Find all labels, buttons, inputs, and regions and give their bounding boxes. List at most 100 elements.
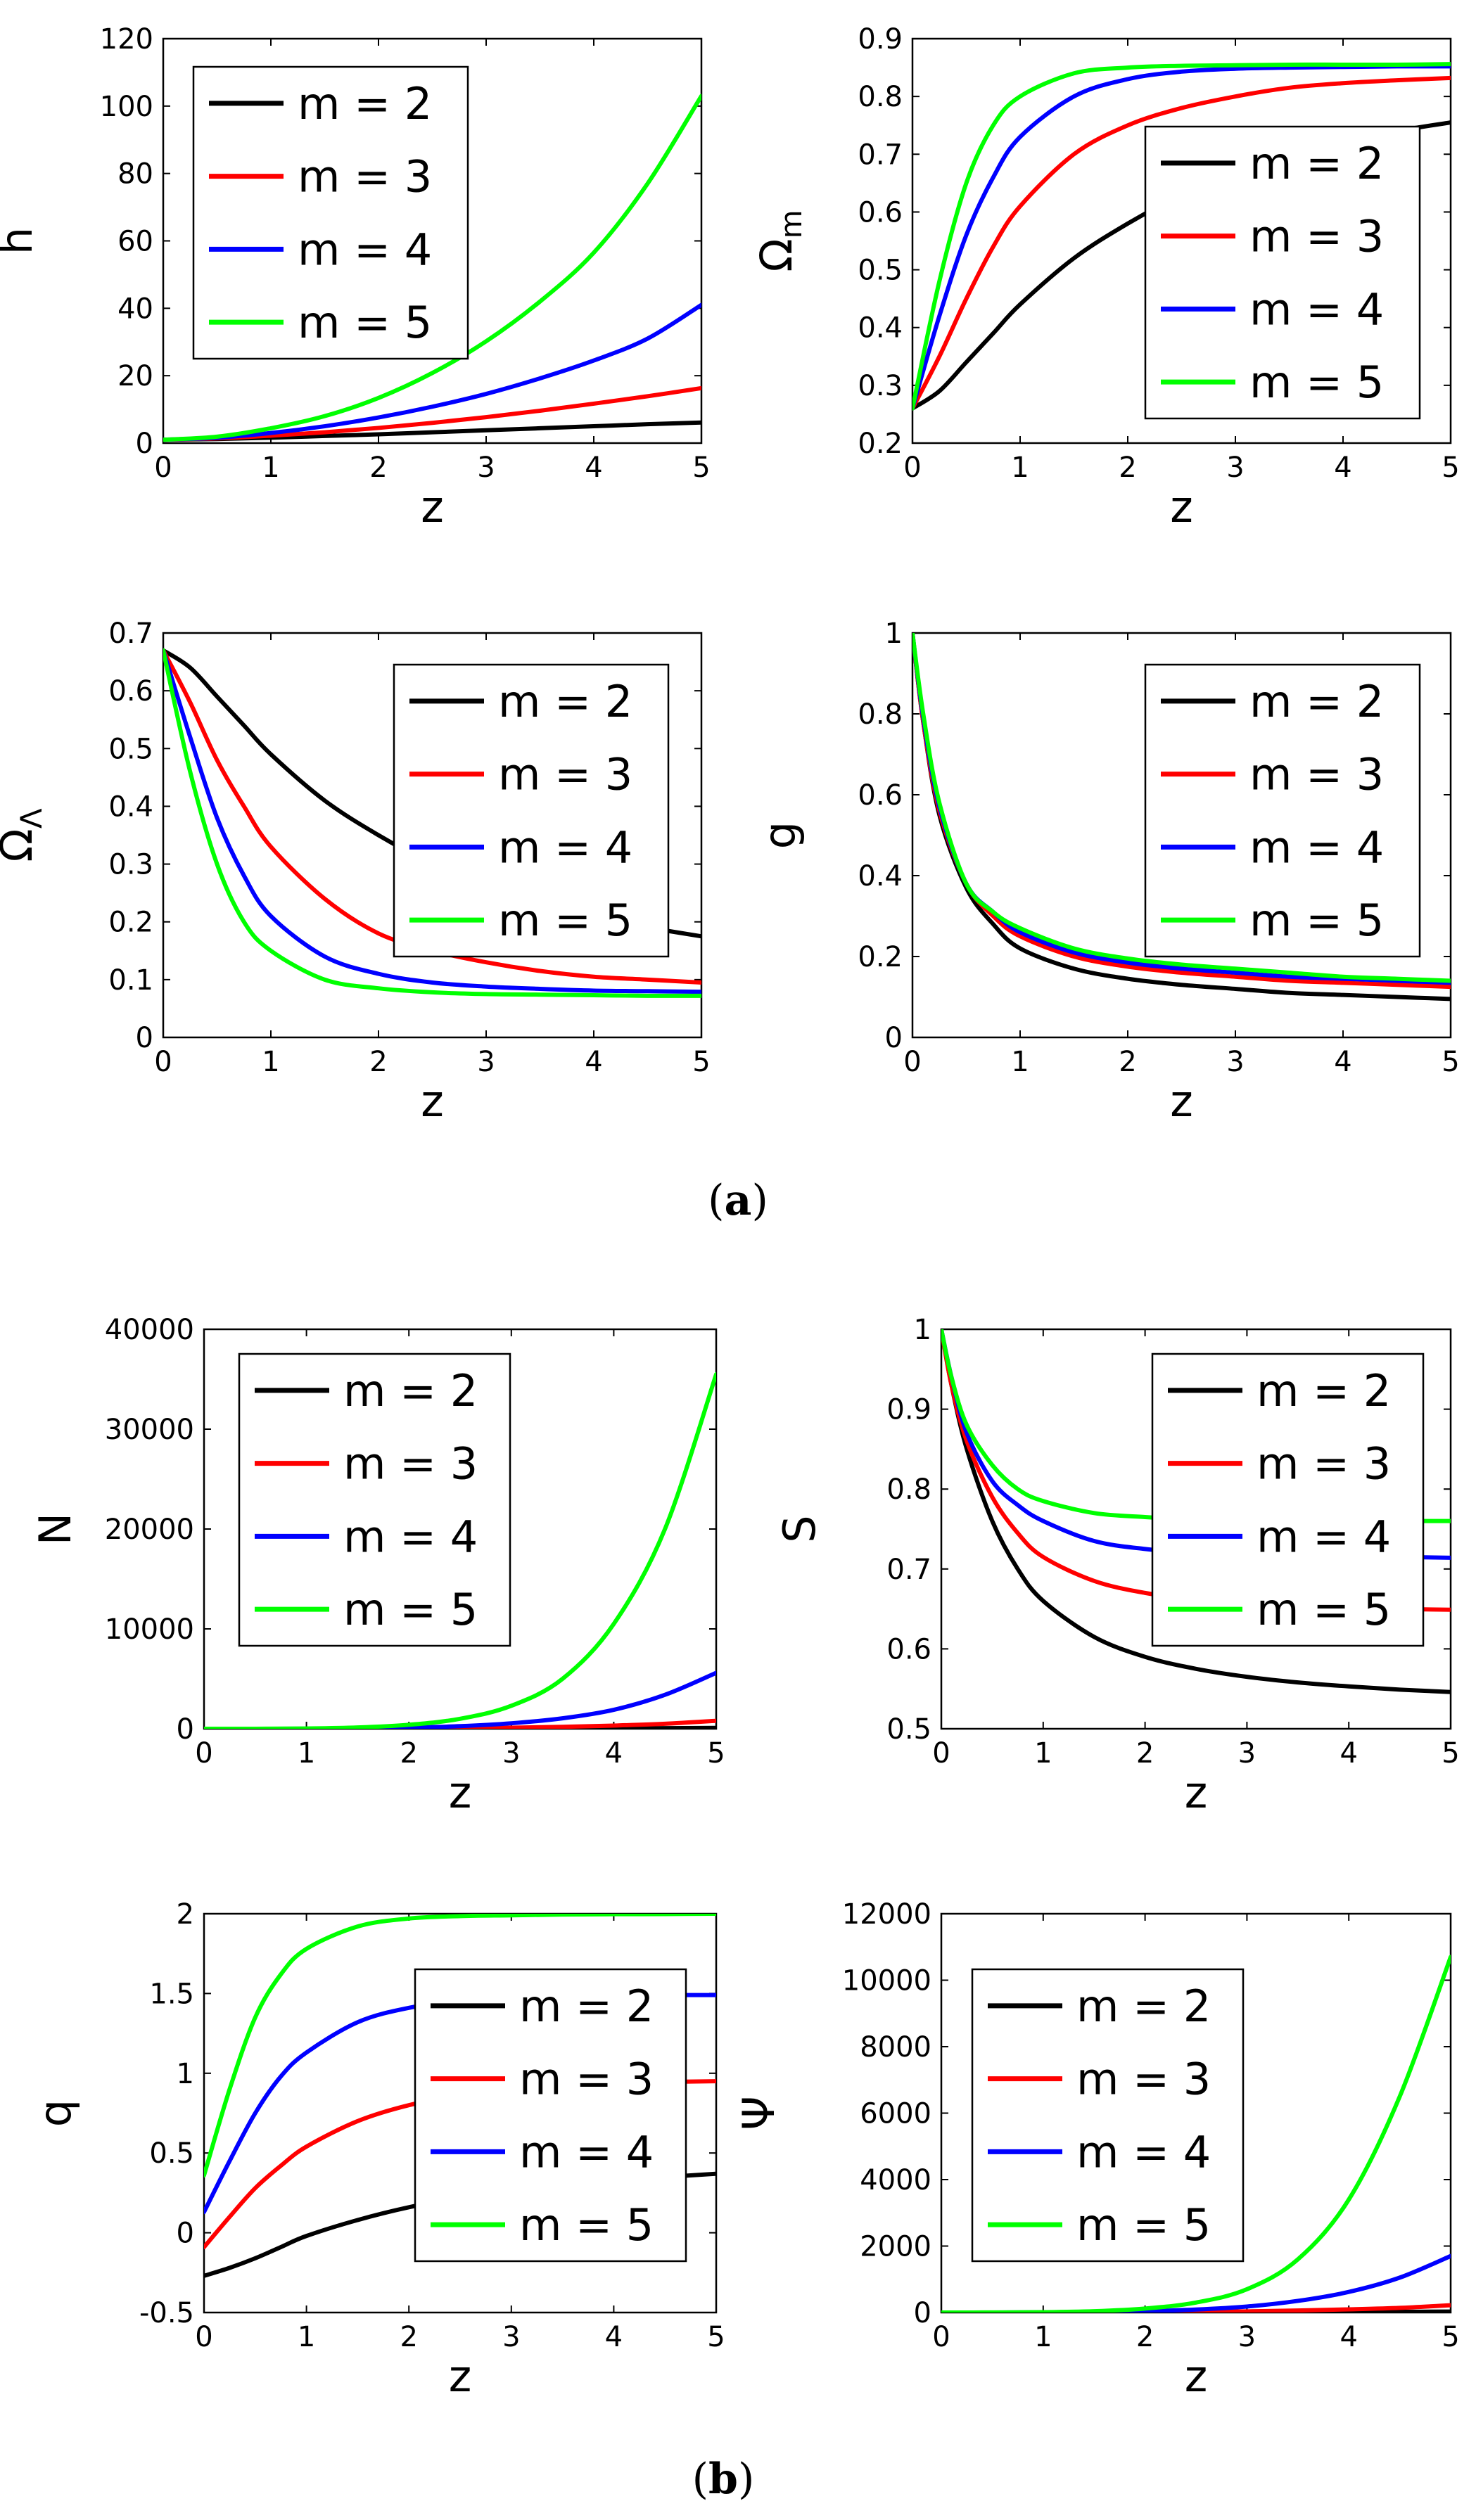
x-tick-label: 5 [1442,2321,1459,2353]
y-axis-label: S [774,1515,825,1542]
legend-label-m5: m = 5 [1256,1584,1391,1635]
y-tick-label: 0.2 [858,941,903,973]
x-tick-label: 3 [1226,452,1244,484]
y-tick-label: 10000 [105,1613,194,1646]
x-tick-label: 5 [707,2321,725,2353]
y-tick-label: 120 [100,23,153,56]
x-tick-label: 4 [1334,1046,1351,1078]
x-tick-label: 0 [195,1737,212,1770]
series-group [204,1371,716,1729]
legend-label-m3: m = 3 [1256,1438,1391,1490]
legend-label-m5: m = 5 [1249,357,1384,408]
chart-psi: 0 1 2 3 4 5 0 2000 4000 6000 8000 10000 12000 z Ψm = 2… [733,1898,1460,2402]
x-tick-label: 3 [1238,1737,1256,1770]
x-tick-label: 4 [585,452,602,484]
y-axis-label: N [30,1513,81,1545]
y-tick-label: 1 [885,618,903,650]
panel-a-caption: (a) [708,1176,768,1225]
legend-label-m2: m = 2 [1256,1365,1391,1416]
x-tick-label: 1 [262,452,279,484]
x-tick-label: 1 [298,1737,315,1770]
panel-b-caption: (b) [692,2455,755,2504]
chart-h: 012345020406080100120zhm = 2m = 3m = 4m … [0,23,711,532]
y-tick-label: 20000 [105,1514,194,1546]
legend-label-m4: m = 4 [1249,821,1384,873]
y-tick-label: 0.7 [108,618,153,650]
y-tick-label: 100 [100,91,153,123]
legend-label-m3: m = 3 [498,749,632,800]
legend: m = 2 m = 3 m = 4 m = 5 [238,1352,511,1647]
x-tick-label: 2 [400,2321,417,2353]
y-tick-label: 0 [177,1713,194,1746]
x-tick-label: 5 [1442,1046,1459,1078]
x-tick-label: 5 [692,1046,710,1078]
x-tick-label: 2 [1136,2321,1154,2353]
y-axis-label: h [0,227,42,255]
y-tick-label: 0.4 [858,312,903,345]
x-axis-label: z [1170,1075,1193,1127]
y-tick-label: 40000 [105,1314,194,1346]
y-tick-label: 0.6 [858,196,903,229]
legend: m = 2 m = 3 m = 4 m = 5 [1144,663,1421,958]
x-tick-label: 1 [1011,1046,1029,1078]
y-tick-label: 0 [136,1022,153,1054]
y-tick-label: 0 [885,1022,903,1054]
x-tick-label: 3 [477,1046,495,1078]
legend-label-m2: m = 2 [498,676,632,727]
x-tick-label: 1 [1011,452,1029,484]
x-tick-label: 1 [1034,1737,1052,1770]
x-tick-label: 5 [707,1737,725,1770]
x-tick-label: 0 [154,1046,172,1078]
y-tick-label: 0 [136,428,153,460]
legend-label-m5: m = 5 [343,1584,478,1635]
legend-label-m4: m = 4 [298,224,432,275]
y-tick-label: 1 [914,1314,931,1346]
x-tick-label: 4 [1340,1737,1357,1770]
y-tick-label: 0.9 [858,23,903,56]
x-tick-label: 2 [369,452,387,484]
legend-label-m5: m = 5 [498,895,632,946]
x-tick-label: 4 [585,1046,602,1078]
legend-label-m3: m = 3 [1076,2054,1211,2105]
legend-label-m2: m = 2 [519,1981,654,2032]
legend-label-m5: m = 5 [298,297,432,348]
x-tick-label: 5 [1442,1737,1459,1770]
x-tick-label: 0 [932,1737,950,1770]
x-tick-label: 0 [154,452,172,484]
x-tick-label: 3 [1226,1046,1244,1078]
x-tick-label: 3 [502,2321,520,2353]
series-line-m5 [941,1955,1451,2313]
y-tick-label: 0.8 [858,698,903,731]
x-tick-label: 4 [605,2321,623,2353]
x-axis-label: z [1185,2350,1208,2402]
y-tick-label: 0.8 [886,1473,931,1506]
x-axis-label: z [1185,1767,1208,1818]
y-axis-label: Ωm [751,210,808,271]
legend-label-m5: m = 5 [519,2199,654,2251]
y-tick-label: 0.6 [108,675,153,708]
legend-label-m3: m = 3 [1249,749,1384,800]
legend-label-m4: m = 4 [1076,2126,1211,2177]
x-axis-label: z [1170,481,1193,532]
x-axis-label: z [449,2350,472,2402]
series-line-m5 [912,633,1451,983]
x-tick-label: 0 [195,2321,212,2353]
y-tick-label: 8000 [860,2031,931,2064]
series-line-m3 [163,648,701,985]
y-tick-label: 0 [177,2218,194,2250]
legend-box [1144,663,1421,958]
legend-label-m2: m = 2 [298,78,432,129]
y-tick-label: 0.2 [858,428,903,460]
y-tick-label: 60 [117,226,153,258]
x-tick-label: 3 [477,452,495,484]
y-tick-label: 6000 [860,2098,931,2130]
series-group [941,1955,1451,2313]
x-axis-label: z [421,481,444,532]
legend-label-m3: m = 3 [343,1438,478,1490]
x-tick-label: 3 [1238,2321,1256,2353]
